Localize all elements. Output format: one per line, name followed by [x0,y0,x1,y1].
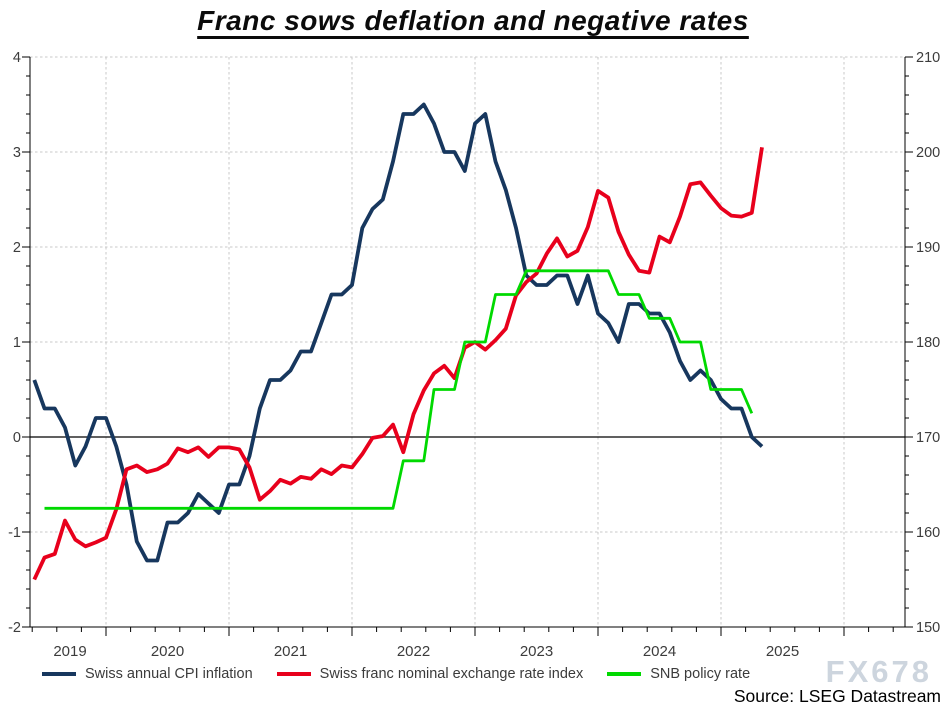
svg-text:160: 160 [916,525,940,541]
source-label: Source: LSEG Datastream [733,686,941,706]
legend-item-policy: SNB policy rate [607,666,750,682]
fx-legend-swatch [276,672,311,676]
svg-text:180: 180 [916,335,940,351]
svg-text:-2: -2 [8,620,21,636]
svg-text:1: 1 [13,335,21,351]
svg-text:200: 200 [916,145,940,161]
svg-text:2025: 2025 [766,643,799,660]
svg-text:2022: 2022 [397,643,430,660]
svg-text:170: 170 [916,430,940,446]
left-axis-labels: 4 3 2 1 0 -1 -2 [8,50,21,636]
legend: Swiss annual CPI inflation Swiss franc no… [42,666,750,682]
svg-text:2020: 2020 [151,643,184,660]
legend-label: Swiss annual CPI inflation [85,666,253,682]
svg-text:2024: 2024 [643,643,676,660]
svg-text:4: 4 [13,50,21,66]
svg-text:210: 210 [916,50,940,66]
policy-line [44,269,754,510]
svg-text:2: 2 [13,240,21,256]
svg-text:-1: -1 [8,525,21,541]
svg-text:150: 150 [916,620,940,636]
axes [22,56,913,636]
legend-label: Swiss franc nominal exchange rate index [319,666,584,682]
legend-label: SNB policy rate [650,666,751,682]
svg-text:2019: 2019 [53,643,86,660]
cpi-line [32,102,764,563]
x-axis-labels: 2019 2020 2021 2022 2023 2024 2025 [53,643,799,660]
legend-item-fx: Swiss franc nominal exchange rate index [276,666,584,682]
chart-title: Franc sows deflation and negative rates [197,5,749,36]
cpi-legend-swatch [42,672,76,676]
policy-legend-swatch [607,672,642,676]
right-axis-labels: 210 200 190 180 170 160 150 [916,50,940,636]
svg-text:2023: 2023 [520,643,553,660]
svg-text:190: 190 [916,240,940,256]
fx-line [32,147,764,581]
svg-text:3: 3 [13,145,21,161]
legend-item-cpi: Swiss annual CPI inflation [42,666,253,682]
svg-text:0: 0 [13,430,21,446]
watermark: FX678 [825,654,932,689]
svg-text:2021: 2021 [274,643,307,660]
